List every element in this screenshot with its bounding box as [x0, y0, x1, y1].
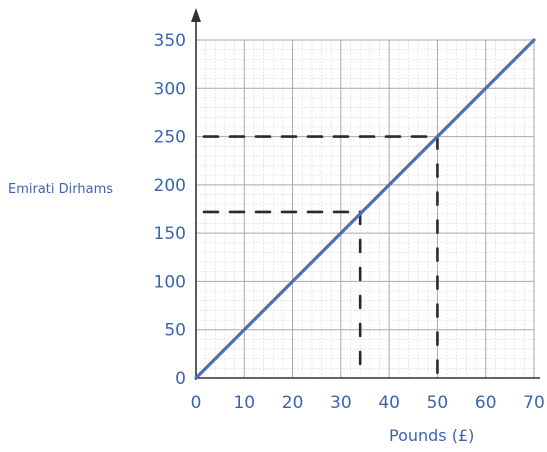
x-tick-label: 60 [475, 393, 497, 413]
grid-minor [196, 40, 534, 378]
y-tick-label: 0 [175, 369, 186, 389]
y-tick-label: 250 [154, 128, 186, 148]
y-tick-label: 150 [154, 224, 186, 244]
series [194, 38, 536, 380]
y-tick-label: 50 [164, 321, 186, 341]
x-tick-label: 50 [427, 393, 449, 413]
x-tick-label: 30 [330, 393, 352, 413]
y-tick-label: 100 [154, 272, 186, 292]
x-tick-label: 10 [233, 393, 255, 413]
y-tick-label: 300 [154, 79, 186, 99]
x-tick-label: 20 [282, 393, 304, 413]
reading-lines [202, 135, 439, 378]
x-tick-label: 0 [191, 393, 202, 413]
x-tick-label: 40 [378, 393, 400, 413]
y-axis-arrow [191, 8, 201, 22]
axes [191, 8, 540, 380]
x-tick-labels: 0 10 20 30 40 50 60 70 [191, 393, 545, 413]
x-tick-label: 70 [523, 393, 545, 413]
x-axis-label: Pounds (£) [389, 426, 474, 445]
y-axis-label: Emirati Dirhams [8, 182, 113, 197]
series-line [194, 38, 536, 380]
y-tick-label: 350 [154, 31, 186, 51]
y-tick-label: 200 [154, 176, 186, 196]
y-tick-labels: 0 50 100 150 200 250 300 350 [154, 31, 186, 389]
